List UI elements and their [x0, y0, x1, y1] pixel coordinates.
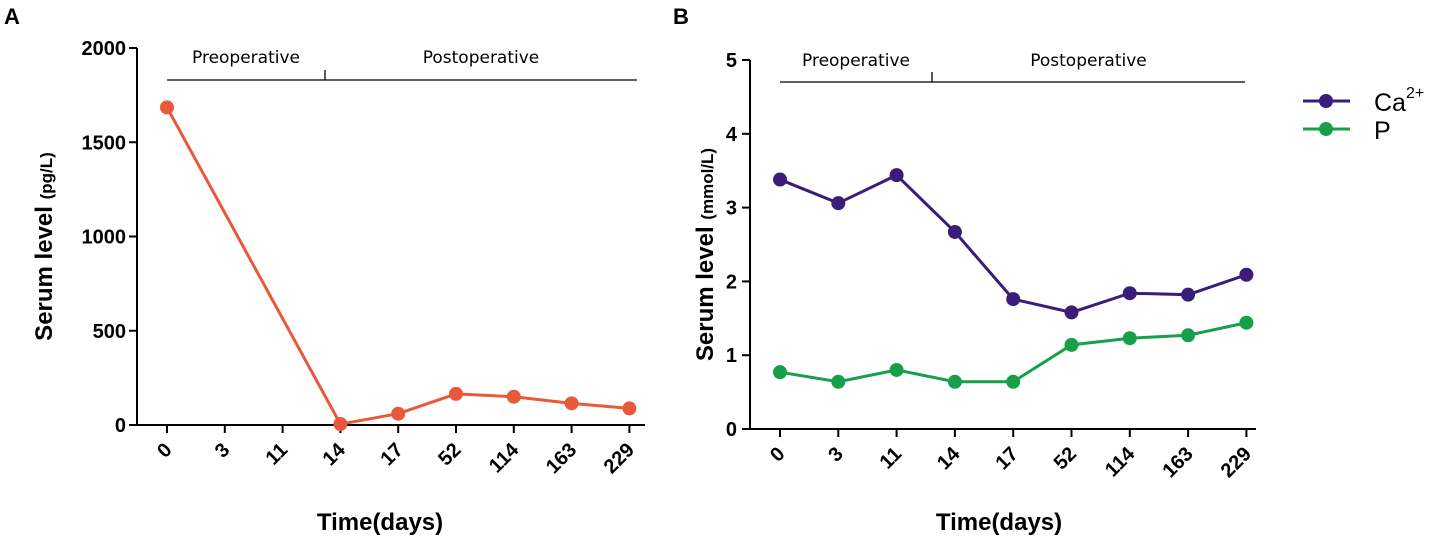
y-tick-label: 1500	[82, 132, 127, 154]
x-tick-label: 52	[434, 439, 465, 470]
y-axis-title: Serum level (mmol/L)	[692, 148, 719, 361]
y-tick-label: 1	[726, 345, 737, 367]
data-point	[947, 224, 962, 239]
x-tick-label: 114	[485, 438, 524, 477]
data-point	[889, 168, 904, 183]
data-point	[333, 417, 348, 432]
x-axis-title: Time(days)	[317, 509, 443, 536]
y-tick-label: 2	[726, 271, 737, 293]
phase-label-preoperative: Preoperative	[802, 51, 910, 71]
series-serum level	[160, 100, 637, 432]
y-axis-title: Serum level (pg/L)	[31, 152, 58, 341]
data-point	[1122, 331, 1137, 346]
legend-label: P	[1374, 117, 1391, 145]
data-point	[1122, 286, 1137, 301]
data-point	[1006, 374, 1021, 389]
legend: Ca2+P	[1303, 85, 1424, 145]
panel-label: B	[673, 4, 689, 29]
series-line	[779, 173, 1247, 314]
y-tick-label: 500	[93, 321, 126, 343]
x-tick-label: 3	[211, 439, 234, 462]
legend-marker	[1319, 94, 1333, 108]
series-ca	[773, 168, 1254, 320]
phase-label-postoperative: Postoperative	[423, 48, 540, 68]
data-point	[1181, 287, 1196, 302]
x-tick-label: 229	[1217, 443, 1256, 482]
series-line	[165, 106, 630, 426]
data-point	[1239, 267, 1254, 282]
y-tick-label: 1000	[82, 227, 127, 249]
data-point	[1064, 305, 1079, 320]
panel-label: A	[4, 4, 20, 29]
data-point	[889, 362, 904, 377]
x-tick-label: 11	[262, 439, 293, 470]
y-tick-label: 2000	[82, 38, 127, 60]
x-tick-label: 11	[876, 443, 907, 474]
series-p	[773, 315, 1254, 389]
data-point	[1239, 315, 1254, 330]
y-tick-label: 3	[726, 198, 737, 220]
x-tick-label: 114	[1101, 442, 1140, 481]
x-tick-label: 163	[542, 439, 581, 478]
data-point	[564, 396, 579, 411]
data-point	[831, 196, 846, 211]
x-tick-label: 0	[766, 443, 789, 466]
data-point	[773, 365, 787, 380]
y-tick-label: 4	[726, 124, 738, 146]
x-tick-label: 229	[600, 439, 639, 478]
data-point	[1006, 292, 1021, 307]
x-tick-label: 52	[1050, 443, 1081, 474]
x-tick-label: 17	[376, 439, 407, 470]
x-tick-label: 14	[319, 438, 351, 470]
legend-marker	[1319, 122, 1333, 136]
x-tick-label: 0	[153, 439, 176, 462]
data-point	[391, 406, 406, 421]
data-point	[160, 100, 174, 115]
phase-label-postoperative: Postoperative	[1030, 51, 1147, 71]
series-line	[779, 321, 1247, 384]
data-point	[449, 386, 463, 401]
x-tick-label: 17	[991, 443, 1022, 474]
data-point	[947, 374, 962, 389]
y-tick-label: 0	[115, 415, 126, 437]
data-point	[1064, 337, 1079, 352]
panel-b: B 0 1 2 3 4 5 0 3 11 14 17 52 114 163 229 Time(days) Seru…	[673, 4, 1424, 536]
data-point	[622, 401, 637, 416]
panel-a: A 0 500 1000 1500 2000 0 3 11 14 17 52 114 163 229 Time…	[4, 4, 645, 536]
x-tick-label: 163	[1158, 443, 1197, 482]
y-tick-label: 5	[726, 50, 737, 72]
legend-label: Ca2+	[1374, 85, 1424, 117]
data-point	[831, 374, 846, 389]
data-point	[506, 389, 521, 404]
data-point	[773, 172, 787, 187]
y-tick-label: 0	[726, 419, 737, 441]
x-tick-label: 3	[824, 443, 847, 466]
x-tick-label: 14	[933, 442, 965, 474]
phase-label-preoperative: Preoperative	[192, 48, 300, 68]
data-point	[1181, 328, 1196, 343]
x-axis-title: Time(days)	[936, 509, 1062, 536]
